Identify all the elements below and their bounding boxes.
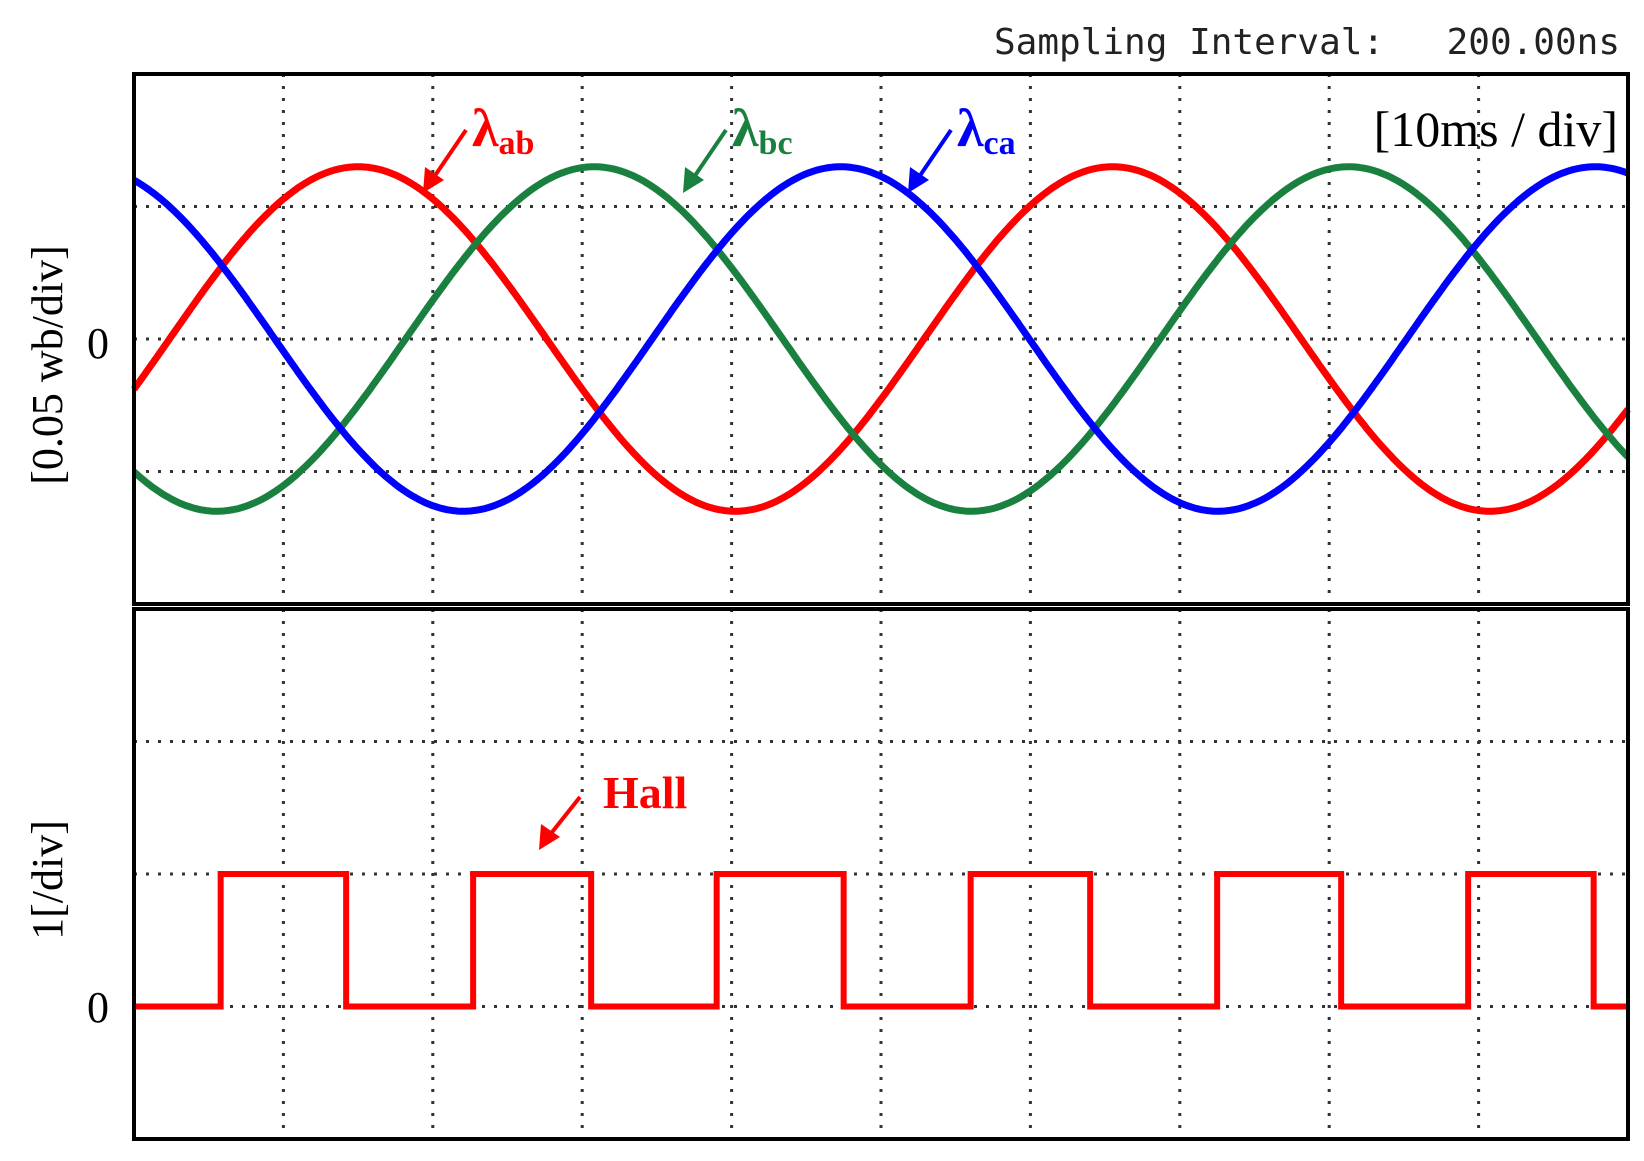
time-scale-label: [10ms / div] <box>1374 101 1618 157</box>
legend-lambda-ca-main: λ <box>957 98 984 158</box>
legend-hall: Hall <box>539 767 687 850</box>
flux-waveforms <box>131 163 1631 515</box>
legend-lambda-ab-main: λ <box>472 98 499 158</box>
legend-lambda-ab: λab <box>423 98 534 193</box>
sampling-interval-label: Sampling Interval: <box>994 22 1384 63</box>
legend-lambda-ca-label: λca <box>957 98 1016 162</box>
hall-signal <box>134 871 1628 1010</box>
legend-lambda-bc-main: λ <box>732 98 759 158</box>
hall-panel-frame <box>132 607 1630 1141</box>
legend-lambda-bc: λbc <box>683 98 793 193</box>
arrow-lambda-ab <box>430 128 468 182</box>
hall-zero-label: 0 <box>87 983 109 1032</box>
arrow-lambda-bc <box>690 128 728 182</box>
sampling-interval-value: 200.00ns <box>1447 22 1620 63</box>
flux-y-axis-label: [0.05 wb/div] <box>23 245 72 485</box>
arrowhead-lambda-ab <box>423 167 444 193</box>
legend-hall-label: Hall <box>603 767 687 818</box>
hall-grid <box>134 609 1628 1139</box>
flux-panel-frame <box>132 72 1630 606</box>
legend-lambda-ca-sub: ca <box>984 125 1016 162</box>
flux-series-ca <box>132 163 1630 515</box>
legend-lambda-bc-sub: bc <box>759 125 793 162</box>
arrowhead-lambda-ca <box>908 167 929 193</box>
flux-series-bc <box>131 163 1631 515</box>
legend-lambda-ab-sub: ab <box>499 125 535 162</box>
arrow-hall <box>547 795 582 838</box>
arrow-lambda-ca <box>915 128 953 182</box>
arrowhead-lambda-bc <box>683 167 704 193</box>
legend-lambda-ca: λca <box>908 98 1016 193</box>
arrowhead-hall <box>539 824 560 850</box>
hall-panel: 1[/div] 0 Hall <box>23 607 1630 1141</box>
flux-zero-label: 0 <box>87 319 109 368</box>
hall-waveform <box>134 871 1628 1010</box>
legend-lambda-bc-label: λbc <box>732 98 793 162</box>
hall-y-axis-label: 1[/div] <box>23 820 72 940</box>
legend-lambda-ab-label: λab <box>472 98 534 162</box>
flux-panel: [10ms / div] [0.05 wb/div] 0 λab λbc λca <box>23 72 1631 606</box>
flux-series-ab <box>131 163 1631 515</box>
